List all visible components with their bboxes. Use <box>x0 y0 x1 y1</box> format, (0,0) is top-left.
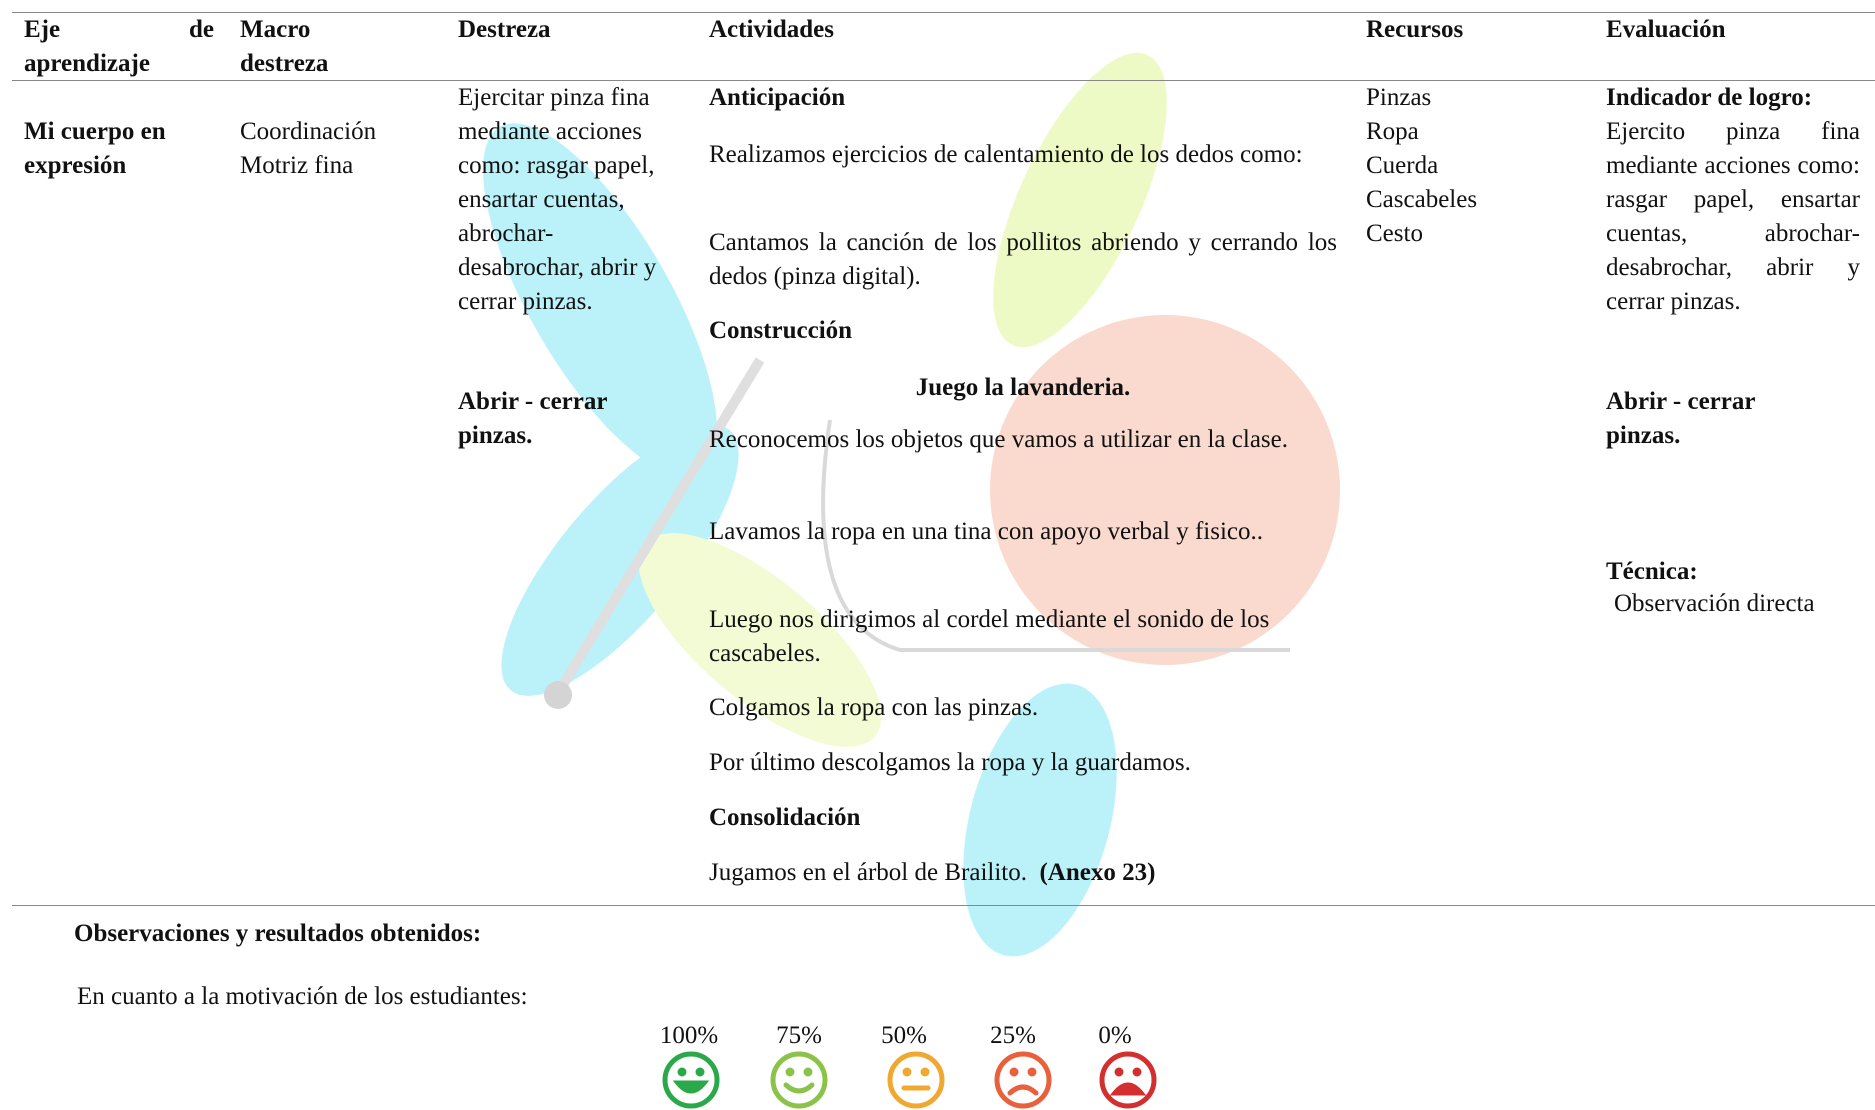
activity: Realizamos ejercicios de calentamiento d… <box>709 141 1303 168</box>
observations-title: Observaciones y resultados obtenidos: <box>74 920 482 947</box>
evaluation-title: Abrir - cerrar pinzas. <box>1606 388 1755 449</box>
resource: Cuerda <box>1366 152 1439 179</box>
activity-subtitle: Juego la lavanderia. <box>915 374 1131 401</box>
section-heading: Consolidación <box>709 804 861 831</box>
scale-label: 75% <box>776 1022 822 1049</box>
header-cell: Recursos <box>1366 16 1464 43</box>
activity: Jugamos en el árbol de Brailito. <box>709 859 1027 886</box>
activity: Reconocemos los objetos que vamos a util… <box>709 426 1288 453</box>
header-cell: Evaluación <box>1606 16 1726 43</box>
indicator-text: Ejercito pinza fina mediante acciones co… <box>1606 118 1860 315</box>
activity: Lavamos la ropa en una tina con apoyo ve… <box>709 518 1263 545</box>
face-sad <box>994 1051 1052 1109</box>
table-top-rule <box>12 12 1875 13</box>
resource: Ropa <box>1366 118 1419 145</box>
face-very-sad <box>1099 1051 1157 1109</box>
activity: Luego nos dirigimos al cordel mediante e… <box>709 606 1270 667</box>
header-cell: Destreza <box>458 16 551 43</box>
face-neutral <box>887 1051 945 1109</box>
activity: Cantamos la canción de los pollitos abri… <box>709 229 1337 290</box>
snail-body <box>821 419 1290 652</box>
section-heading: Construcción <box>709 317 853 344</box>
resource: Cesto <box>1366 220 1423 247</box>
cane-tip <box>544 681 572 709</box>
eje-cell: Mi cuerpo en expresión <box>24 118 166 179</box>
scale-label: 25% <box>990 1022 1036 1049</box>
scale-label: 50% <box>881 1022 927 1049</box>
activity: Colgamos la ropa con las pinzas. <box>709 694 1039 721</box>
faces <box>662 1051 1157 1109</box>
table-bottom-rule <box>12 905 1875 906</box>
motivation-text: En cuanto a la motivación de los estudia… <box>77 983 528 1010</box>
petal <box>993 52 1167 348</box>
activity: Por último descolgamos la ropa y la guar… <box>709 749 1191 776</box>
technique-label: Técnica: <box>1606 558 1698 585</box>
petal <box>638 533 882 747</box>
resource: Cascabeles <box>1366 186 1478 213</box>
section-heading: Anticipación <box>709 84 846 111</box>
macro-cell: Coordinación Motriz fina <box>240 118 377 179</box>
activity-line: Jugamos en el árbol de Brailito. (Anexo … <box>709 856 1155 890</box>
petal <box>963 683 1117 957</box>
annex: (Anexo 23) <box>1039 859 1156 886</box>
technique-text: Observación directa <box>1614 590 1815 617</box>
indicator-label: Indicador de logro: <box>1606 84 1813 111</box>
header-cell: Eje de aprendizaje <box>24 16 214 77</box>
cane <box>555 357 765 693</box>
petal <box>501 424 739 696</box>
header-cell: Macro destreza <box>240 16 329 77</box>
destreza-title: Abrir - cerrar pinzas. <box>458 388 607 449</box>
header-rule <box>12 80 1875 81</box>
header-cell: Actividades <box>709 16 834 43</box>
resource: Pinzas <box>1366 84 1432 111</box>
scale-label: 100% <box>659 1022 719 1049</box>
face-very-happy <box>662 1051 720 1109</box>
snail-shell <box>990 315 1340 665</box>
face-happy <box>770 1051 828 1109</box>
petal <box>483 123 717 477</box>
scale-label: 0% <box>1098 1022 1132 1049</box>
destreza-text: Ejercitar pinza fina mediante acciones c… <box>458 84 657 315</box>
